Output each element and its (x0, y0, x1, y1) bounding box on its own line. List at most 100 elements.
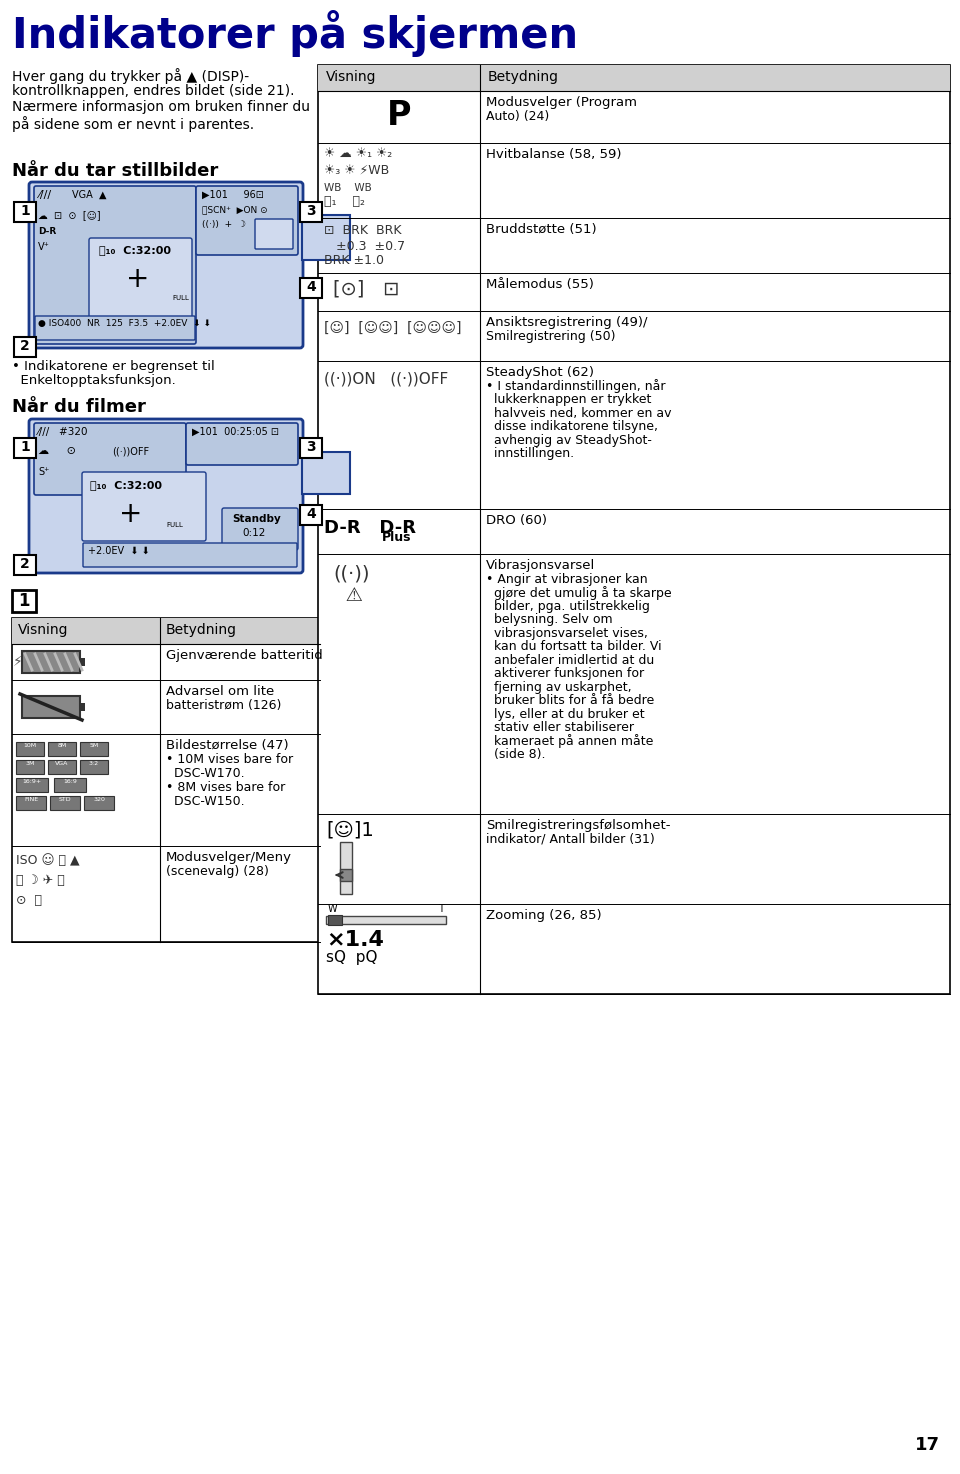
Text: Standby: Standby (232, 514, 280, 523)
Text: vibrasjonsvarselet vises,: vibrasjonsvarselet vises, (486, 626, 648, 640)
Text: ▶101     96⊡: ▶101 96⊡ (202, 190, 264, 200)
Bar (22, 652, 80, 674)
Text: Smilregistrering (50): Smilregistrering (50) (486, 330, 615, 342)
Text: lys, eller at du bruker et: lys, eller at du bruker et (486, 708, 644, 721)
Text: W: W (328, 904, 338, 914)
Bar (48, 761, 76, 774)
Text: Bruddstøtte (51): Bruddstøtte (51) (486, 223, 596, 236)
FancyBboxPatch shape (35, 315, 195, 340)
Text: 4: 4 (306, 507, 316, 520)
Text: Auto) (24): Auto) (24) (486, 109, 549, 122)
Text: anbefaler imidlertid at du: anbefaler imidlertid at du (486, 653, 655, 666)
FancyBboxPatch shape (222, 509, 298, 550)
Bar (14, 338, 36, 357)
Text: lukkerknappen er trykket: lukkerknappen er trykket (486, 394, 652, 405)
Text: ((·))  +  ☽: ((·)) + ☽ (202, 220, 246, 228)
Text: 8M: 8M (58, 743, 66, 747)
Text: ⊡  BRK  BRK: ⊡ BRK BRK (324, 224, 401, 237)
Text: kameraet på annen måte: kameraet på annen måte (486, 734, 654, 749)
Text: D-R   D-R: D-R D-R (324, 519, 416, 537)
Text: 3: 3 (306, 203, 316, 218)
Text: +2.0EV  ⬇ ⬇: +2.0EV ⬇ ⬇ (88, 545, 150, 556)
Text: avhengig av SteadyShot-: avhengig av SteadyShot- (486, 433, 652, 447)
Bar (84, 796, 114, 811)
Text: ((·))ON   ((·))OFF: ((·))ON ((·))OFF (324, 371, 448, 386)
Text: Advarsel om lite: Advarsel om lite (166, 685, 275, 699)
Text: [⊙]   ⊡: [⊙] ⊡ (333, 279, 399, 298)
Text: ⁄///   #320: ⁄/// #320 (38, 427, 88, 436)
Text: • I standardinnstillingen, når: • I standardinnstillingen, når (486, 379, 665, 394)
Text: Indikatorer på skjermen: Indikatorer på skjermen (12, 10, 578, 57)
Text: ⌚₁₀  C:32:00: ⌚₁₀ C:32:00 (90, 481, 162, 489)
Text: 16:9: 16:9 (63, 778, 77, 784)
Text: Smilregistreringsfølsomhet-: Smilregistreringsfølsomhet- (486, 820, 670, 831)
Text: halvveis ned, kommer en av: halvveis ned, kommer en av (486, 407, 671, 420)
Text: VGA  ▲: VGA ▲ (72, 190, 107, 200)
Text: Nærmere informasjon om bruken finner du: Nærmere informasjon om bruken finner du (12, 100, 310, 113)
Text: ×1.4: ×1.4 (326, 930, 384, 951)
Text: 0:12: 0:12 (242, 528, 265, 538)
Text: (side 8).: (side 8). (486, 747, 545, 761)
Text: Zooming (26, 85): Zooming (26, 85) (486, 909, 602, 923)
Bar (318, 65, 950, 91)
Text: ±0.3  ±0.7: ±0.3 ±0.7 (324, 240, 405, 254)
Text: Ansiktsregistrering (49)/: Ansiktsregistrering (49)/ (486, 315, 647, 329)
FancyBboxPatch shape (83, 542, 297, 567)
Text: 🎥₁    🎥₂: 🎥₁ 🎥₂ (324, 195, 365, 208)
Text: 1: 1 (20, 203, 30, 218)
FancyBboxPatch shape (34, 186, 196, 343)
FancyBboxPatch shape (29, 181, 303, 348)
Text: 2: 2 (20, 557, 30, 570)
Text: (scenevalg) (28): (scenevalg) (28) (166, 865, 269, 879)
Bar (12, 618, 320, 942)
Bar (300, 202, 322, 223)
Text: innstillingen.: innstillingen. (486, 447, 574, 460)
FancyBboxPatch shape (255, 220, 293, 249)
Text: Når du filmer: Når du filmer (12, 398, 146, 416)
Bar (14, 438, 36, 458)
Text: WB    WB: WB WB (324, 183, 372, 193)
Text: S⁺: S⁺ (38, 467, 49, 478)
Text: 3:2: 3:2 (89, 761, 99, 766)
Bar (340, 870, 352, 881)
Text: 3M: 3M (25, 761, 35, 766)
Text: • 8M vises bare for: • 8M vises bare for (166, 781, 285, 794)
Text: fjerning av uskarphet,: fjerning av uskarphet, (486, 681, 632, 693)
FancyBboxPatch shape (34, 423, 186, 495)
Text: Modusvelger (Program: Modusvelger (Program (486, 96, 637, 109)
Bar (16, 761, 44, 774)
Text: ☀ ☁ ☀₁ ☀₂: ☀ ☁ ☀₁ ☀₂ (324, 147, 393, 161)
FancyBboxPatch shape (82, 472, 206, 541)
Text: Modusvelger/Meny: Modusvelger/Meny (166, 850, 292, 864)
Text: 4: 4 (306, 280, 316, 293)
Text: ⊙  🐟: ⊙ 🐟 (16, 895, 42, 907)
Text: på sidene som er nevnt i parentes.: på sidene som er nevnt i parentes. (12, 116, 254, 133)
Text: ☁     ⊙: ☁ ⊙ (38, 447, 76, 455)
Text: Målemodus (55): Målemodus (55) (486, 279, 594, 290)
Text: bruker blits for å få bedre: bruker blits for å få bedre (486, 694, 655, 708)
Bar (300, 279, 322, 298)
FancyBboxPatch shape (89, 237, 192, 321)
Text: • 10M vises bare for: • 10M vises bare for (166, 753, 293, 766)
Text: Vibrasjonsvarsel: Vibrasjonsvarsel (486, 559, 595, 572)
Text: • Angir at vibrasjoner kan: • Angir at vibrasjoner kan (486, 572, 648, 585)
Text: Hvitbalanse (58, 59): Hvitbalanse (58, 59) (486, 147, 621, 161)
Bar (14, 202, 36, 223)
Text: FULL: FULL (166, 522, 182, 528)
Bar (54, 778, 86, 792)
Text: Hver gang du trykker på ▲ (DISP)-: Hver gang du trykker på ▲ (DISP)- (12, 68, 250, 84)
Text: Når du tar stillbilder: Når du tar stillbilder (12, 162, 218, 180)
Bar (12, 618, 320, 644)
Text: 10M: 10M (23, 743, 36, 747)
Text: Visning: Visning (18, 624, 68, 637)
Text: BRK ±1.0: BRK ±1.0 (324, 254, 384, 267)
Text: FULL: FULL (172, 295, 189, 301)
Bar (16, 778, 48, 792)
Text: Enkeltopptaksfunksjon.: Enkeltopptaksfunksjon. (12, 374, 176, 388)
Text: ● ISO400  NR  125  F3.5  +2.0EV  ⬇ ⬇: ● ISO400 NR 125 F3.5 +2.0EV ⬇ ⬇ (38, 318, 211, 329)
Text: DRO (60): DRO (60) (486, 514, 547, 528)
FancyBboxPatch shape (186, 423, 298, 464)
Text: ⌚₁₀  C:32:00: ⌚₁₀ C:32:00 (99, 245, 171, 255)
Text: DSC-W150.: DSC-W150. (166, 794, 245, 808)
Bar (80, 657, 85, 666)
